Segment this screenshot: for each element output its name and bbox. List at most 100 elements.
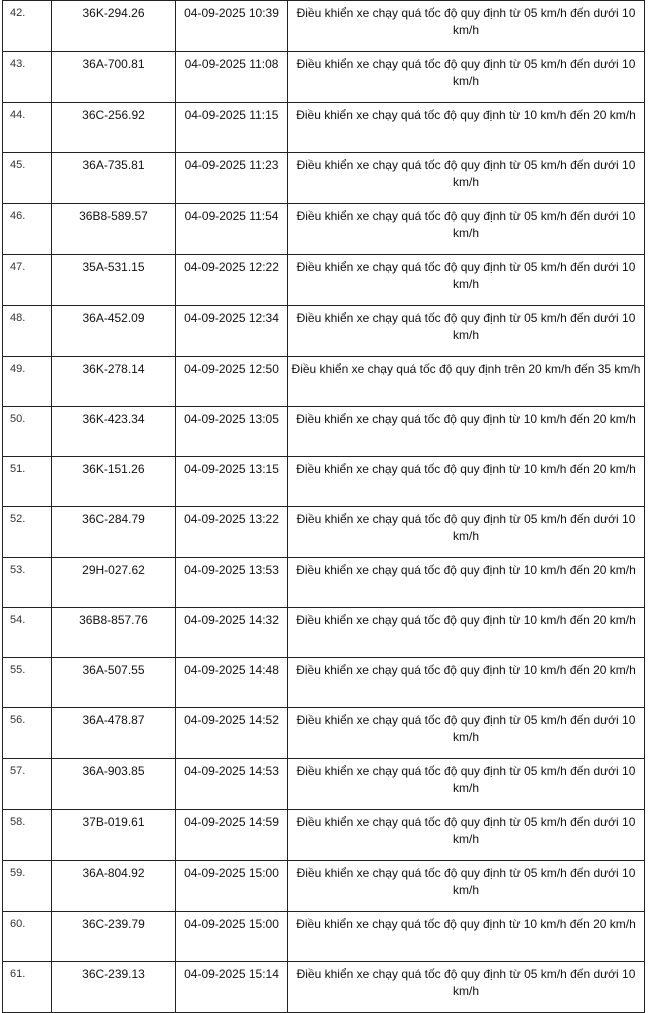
table-row: 45. 36A-735.81 04-09-2025 11:23 Điều khiển … xyxy=(2,152,645,204)
violation-time: 04-09-2025 15:14 xyxy=(175,961,288,1013)
violation-time: 04-09-2025 11:08 xyxy=(175,51,288,103)
violation-description: Điều khiển xe chạy quá tốc độ quy định t… xyxy=(287,506,645,558)
violation-description: Điều khiển xe chạy quá tốc độ quy định t… xyxy=(287,607,645,658)
row-number: 57. xyxy=(2,758,52,810)
table-row: 42. 36K-294.26 04-09-2025 10:39 Điều khiển … xyxy=(2,0,645,52)
violation-description: Điều khiển xe chạy quá tốc độ quy định t… xyxy=(287,557,645,608)
license-plate: 37B-019.61 xyxy=(51,809,176,861)
violation-time: 04-09-2025 15:00 xyxy=(175,860,288,912)
table-row: 46. 36B8-589.57 04-09-2025 11:54 Điều khiển… xyxy=(2,203,645,255)
table-row: 43. 36A-700.81 04-09-2025 11:08 Điều khiển … xyxy=(2,51,645,103)
violation-time: 04-09-2025 13:53 xyxy=(175,557,288,608)
violation-description: Điều khiển xe chạy quá tốc độ quy định t… xyxy=(287,0,645,52)
table-row: 50. 36K-423.34 04-09-2025 13:05 Điều khiển … xyxy=(2,406,645,457)
violation-time: 04-09-2025 12:22 xyxy=(175,254,288,306)
violation-time: 04-09-2025 12:34 xyxy=(175,305,288,357)
license-plate: 36A-452.09 xyxy=(51,305,176,357)
table-row: 54. 36B8-857.76 04-09-2025 14:32 Điều khiển… xyxy=(2,607,645,658)
license-plate: 29H-027.62 xyxy=(51,557,176,608)
license-plate: 36C-239.79 xyxy=(51,911,176,962)
violation-description: Điều khiển xe chạy quá tốc độ quy định t… xyxy=(287,203,645,255)
violation-description: Điều khiển xe chạy quá tốc độ quy định t… xyxy=(287,657,645,708)
license-plate: 36A-903.85 xyxy=(51,758,176,810)
license-plate: 36K-423.34 xyxy=(51,406,176,457)
violation-time: 04-09-2025 11:54 xyxy=(175,203,288,255)
row-number: 60. xyxy=(2,911,52,962)
violation-time: 04-09-2025 13:22 xyxy=(175,506,288,558)
violation-description: Điều khiển xe chạy quá tốc độ quy định t… xyxy=(287,254,645,306)
violation-time: 04-09-2025 14:32 xyxy=(175,607,288,658)
table-row: 47. 35A-531.15 04-09-2025 12:22 Điều khiển … xyxy=(2,254,645,306)
table-row: 58. 37B-019.61 04-09-2025 14:59 Điều khiển … xyxy=(2,809,645,861)
license-plate: 36K-151.26 xyxy=(51,456,176,507)
row-number: 53. xyxy=(2,557,52,608)
row-number: 52. xyxy=(2,506,52,558)
license-plate: 36C-256.92 xyxy=(51,102,176,153)
license-plate: 36B8-857.76 xyxy=(51,607,176,658)
row-number: 54. xyxy=(2,607,52,658)
table-row: 49. 36K-278.14 04-09-2025 12:50 Điều khiển … xyxy=(2,356,645,407)
table-row: 44. 36C-256.92 04-09-2025 11:15 Điều khiển … xyxy=(2,102,645,153)
row-number: 51. xyxy=(2,456,52,507)
row-number: 45. xyxy=(2,152,52,204)
violation-time: 04-09-2025 12:50 xyxy=(175,356,288,407)
violation-time: 04-09-2025 10:39 xyxy=(175,0,288,52)
table-row: 57. 36A-903.85 04-09-2025 14:53 Điều khiển … xyxy=(2,758,645,810)
violation-time: 04-09-2025 14:52 xyxy=(175,707,288,759)
license-plate: 36C-239.13 xyxy=(51,961,176,1013)
violation-description: Điều khiển xe chạy quá tốc độ quy định t… xyxy=(287,51,645,103)
violation-description: Điều khiển xe chạy quá tốc độ quy định t… xyxy=(287,809,645,861)
row-number: 49. xyxy=(2,356,52,407)
row-number: 50. xyxy=(2,406,52,457)
license-plate: 36A-700.81 xyxy=(51,51,176,103)
license-plate: 36A-478.87 xyxy=(51,707,176,759)
license-plate: 36B8-589.57 xyxy=(51,203,176,255)
row-number: 55. xyxy=(2,657,52,708)
row-number: 42. xyxy=(2,0,52,52)
table-row: 59. 36A-804.92 04-09-2025 15:00 Điều khiển … xyxy=(2,860,645,912)
violation-description: Điều khiển xe chạy quá tốc độ quy định t… xyxy=(287,456,645,507)
license-plate: 36K-294.26 xyxy=(51,0,176,52)
row-number: 43. xyxy=(2,51,52,103)
violation-description: Điều khiển xe chạy quá tốc độ quy định t… xyxy=(287,707,645,759)
table-row: 56. 36A-478.87 04-09-2025 14:52 Điều khiển … xyxy=(2,707,645,759)
row-number: 47. xyxy=(2,254,52,306)
table-row: 61. 36C-239.13 04-09-2025 15:14 Điều khiển … xyxy=(2,961,645,1013)
violation-description: Điều khiển xe chạy quá tốc độ quy định t… xyxy=(287,406,645,457)
row-number: 56. xyxy=(2,707,52,759)
table-row: 48. 36A-452.09 04-09-2025 12:34 Điều khiển … xyxy=(2,305,645,357)
violation-time: 04-09-2025 13:05 xyxy=(175,406,288,457)
row-number: 59. xyxy=(2,860,52,912)
violation-time: 04-09-2025 11:15 xyxy=(175,102,288,153)
violation-time: 04-09-2025 14:59 xyxy=(175,809,288,861)
violation-time: 04-09-2025 14:53 xyxy=(175,758,288,810)
row-number: 44. xyxy=(2,102,52,153)
violation-description: Điều khiển xe chạy quá tốc độ quy định t… xyxy=(287,911,645,962)
violation-time: 04-09-2025 14:48 xyxy=(175,657,288,708)
violation-description: Điều khiển xe chạy quá tốc độ quy định t… xyxy=(287,961,645,1013)
row-number: 61. xyxy=(2,961,52,1013)
row-number: 48. xyxy=(2,305,52,357)
table-row: 55. 36A-507.55 04-09-2025 14:48 Điều khiển … xyxy=(2,657,645,708)
table-row: 51. 36K-151.26 04-09-2025 13:15 Điều khiển … xyxy=(2,456,645,507)
violation-description: Điều khiển xe chạy quá tốc độ quy định t… xyxy=(287,356,645,407)
license-plate: 36A-507.55 xyxy=(51,657,176,708)
license-plate: 36C-284.79 xyxy=(51,506,176,558)
violation-time: 04-09-2025 13:15 xyxy=(175,456,288,507)
violation-description: Điều khiển xe chạy quá tốc độ quy định t… xyxy=(287,758,645,810)
license-plate: 36K-278.14 xyxy=(51,356,176,407)
violation-description: Điều khiển xe chạy quá tốc độ quy định t… xyxy=(287,102,645,153)
table-row: 52. 36C-284.79 04-09-2025 13:22 Điều khiển … xyxy=(2,506,645,558)
license-plate: 36A-735.81 xyxy=(51,152,176,204)
violation-time: 04-09-2025 15:00 xyxy=(175,911,288,962)
table-row: 53. 29H-027.62 04-09-2025 13:53 Điều khiển … xyxy=(2,557,645,608)
license-plate: 35A-531.15 xyxy=(51,254,176,306)
violation-description: Điều khiển xe chạy quá tốc độ quy định t… xyxy=(287,152,645,204)
table-row: 60. 36C-239.79 04-09-2025 15:00 Điều khiển … xyxy=(2,911,645,962)
violation-description: Điều khiển xe chạy quá tốc độ quy định t… xyxy=(287,305,645,357)
violation-time: 04-09-2025 11:23 xyxy=(175,152,288,204)
violation-description: Điều khiển xe chạy quá tốc độ quy định t… xyxy=(287,860,645,912)
row-number: 46. xyxy=(2,203,52,255)
